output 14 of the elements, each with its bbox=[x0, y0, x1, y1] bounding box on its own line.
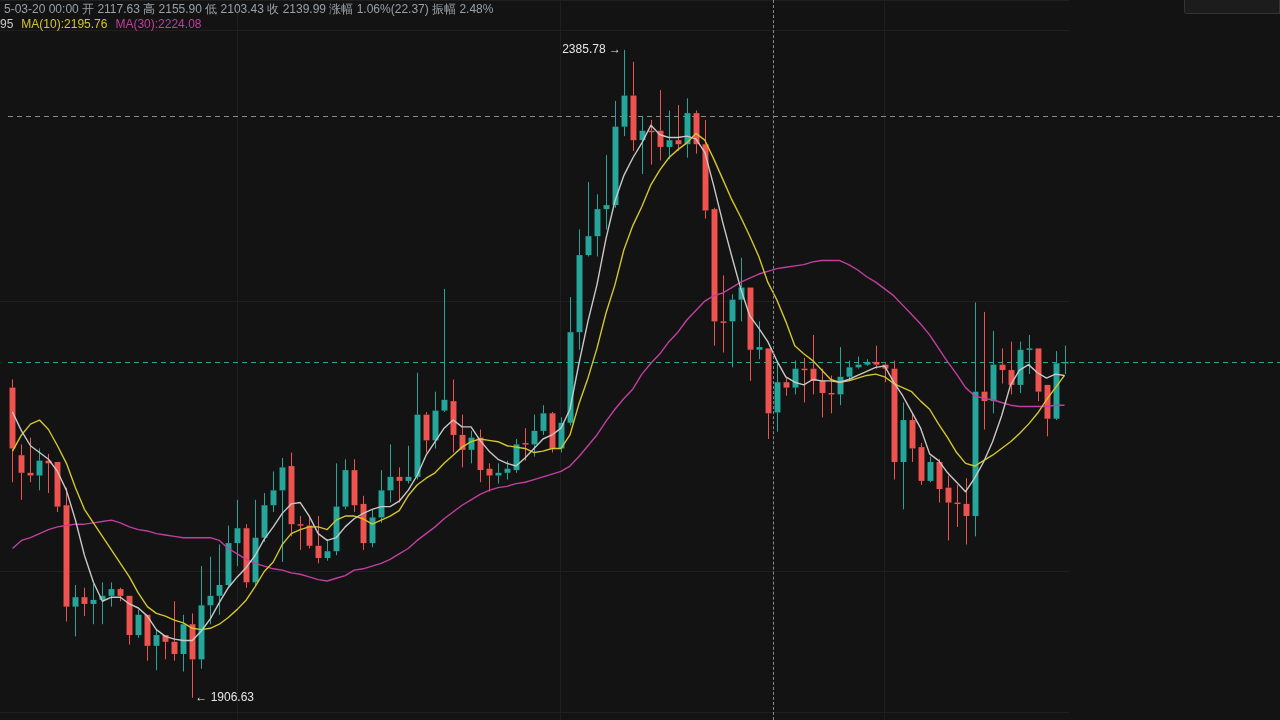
candlestick bbox=[297, 515, 304, 551]
candlestick bbox=[828, 374, 835, 414]
annotation: 2385.78 → bbox=[562, 42, 621, 57]
candlestick bbox=[720, 274, 727, 353]
annotation: ← 1906.63 bbox=[195, 690, 255, 705]
text: MA(10):2195.76 bbox=[21, 17, 108, 31]
candlestick bbox=[522, 427, 529, 462]
candlestick bbox=[873, 345, 880, 370]
text: 95 bbox=[0, 17, 14, 31]
chart-title: 5-03-20 00:00 开 2117.63 高 2155.90 低 2103.43 收 2139.99 涨幅 1.06%(22.37) 振幅 2.48% bbox=[4, 1, 494, 18]
candlestick bbox=[27, 437, 34, 483]
candlestick bbox=[756, 320, 763, 360]
candlestick bbox=[495, 462, 502, 485]
text: MA(30):2224.08 bbox=[115, 17, 202, 31]
